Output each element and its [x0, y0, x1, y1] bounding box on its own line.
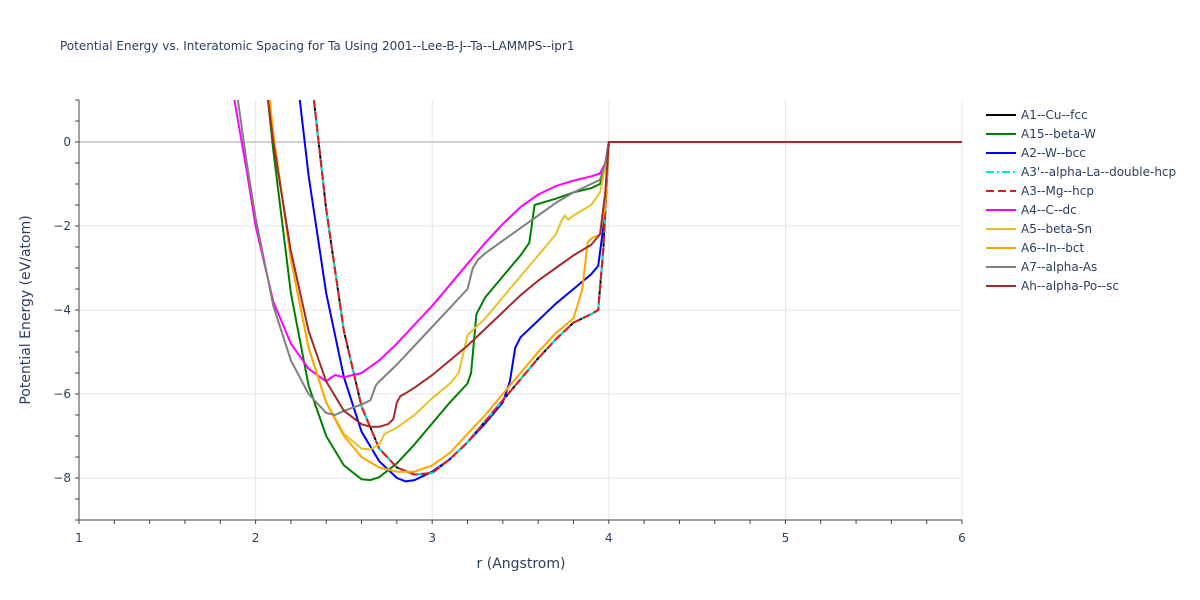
- y-tick-label: −2: [53, 219, 71, 233]
- legend-label: A7--alpha-As: [1021, 260, 1097, 274]
- legend-item[interactable]: A4--C--dc: [986, 203, 1077, 217]
- legend-item[interactable]: A15--beta-W: [986, 127, 1096, 141]
- legend-label: A5--beta-Sn: [1021, 222, 1092, 236]
- x-tick-label: 1: [75, 531, 83, 545]
- legend-item[interactable]: A1--Cu--fcc: [986, 108, 1088, 122]
- legend[interactable]: A1--Cu--fcc A15--beta-W A2--W--bcc A3'--alp…: [986, 108, 1176, 293]
- series-line-a15-beta-w: [267, 100, 962, 482]
- y-tick-label: −8: [53, 471, 71, 485]
- series-line-a2-w-bcc: [298, 100, 962, 483]
- legend-label: A4--C--dc: [1021, 203, 1077, 217]
- grid-lines: [79, 100, 963, 520]
- legend-label: A1--Cu--fcc: [1021, 108, 1088, 122]
- legend-item[interactable]: A5--beta-Sn: [986, 222, 1092, 236]
- x-tick-label: 3: [428, 531, 436, 545]
- x-tick-label: 4: [605, 531, 613, 545]
- legend-item[interactable]: A7--alpha-As: [986, 260, 1097, 274]
- y-tick-label: −4: [53, 303, 71, 317]
- x-tick-label: 5: [782, 531, 790, 545]
- legend-item[interactable]: A3'--alpha-La--double-hcp: [986, 165, 1176, 179]
- series-line-a3-mg-hcp: [312, 100, 962, 476]
- legend-item[interactable]: Ah--alpha-Po--sc: [986, 279, 1119, 293]
- legend-label: A2--W--bcc: [1021, 146, 1086, 160]
- chart-title: Potential Energy vs. Interatomic Spacing…: [60, 39, 575, 53]
- legend-label: Ah--alpha-Po--sc: [1021, 279, 1119, 293]
- y-axis-label: Potential Energy (eV/atom): [18, 215, 34, 404]
- plot-area: [233, 100, 962, 483]
- series-line-ah-alpha-po-sc: [267, 100, 962, 428]
- legend-label: A6--In--bct: [1021, 241, 1085, 255]
- legend-label: A3--Mg--hcp: [1021, 184, 1094, 198]
- legend-item[interactable]: A2--W--bcc: [986, 146, 1086, 160]
- y-tick-label: −6: [53, 387, 71, 401]
- axes: [75, 99, 963, 524]
- x-tick-label: 6: [958, 531, 966, 545]
- y-tick-label: 0: [63, 135, 71, 149]
- x-axis-label: r (Angstrom): [477, 556, 566, 572]
- legend-item[interactable]: A6--In--bct: [986, 241, 1085, 255]
- series-line-a6-in-bct: [268, 100, 962, 473]
- legend-item[interactable]: A3--Mg--hcp: [986, 184, 1094, 198]
- y-axis-ticks: −8 −6 −4 −2 0: [53, 135, 71, 485]
- legend-label: A3'--alpha-La--double-hcp: [1021, 165, 1176, 179]
- legend-label: A15--beta-W: [1021, 127, 1096, 141]
- x-tick-label: 2: [252, 531, 260, 545]
- x-axis-ticks: 1 2 3 4 5 6: [75, 531, 966, 545]
- series-line-a7-alpha-as: [236, 100, 962, 416]
- series-line-a5-beta-sn: [268, 100, 962, 451]
